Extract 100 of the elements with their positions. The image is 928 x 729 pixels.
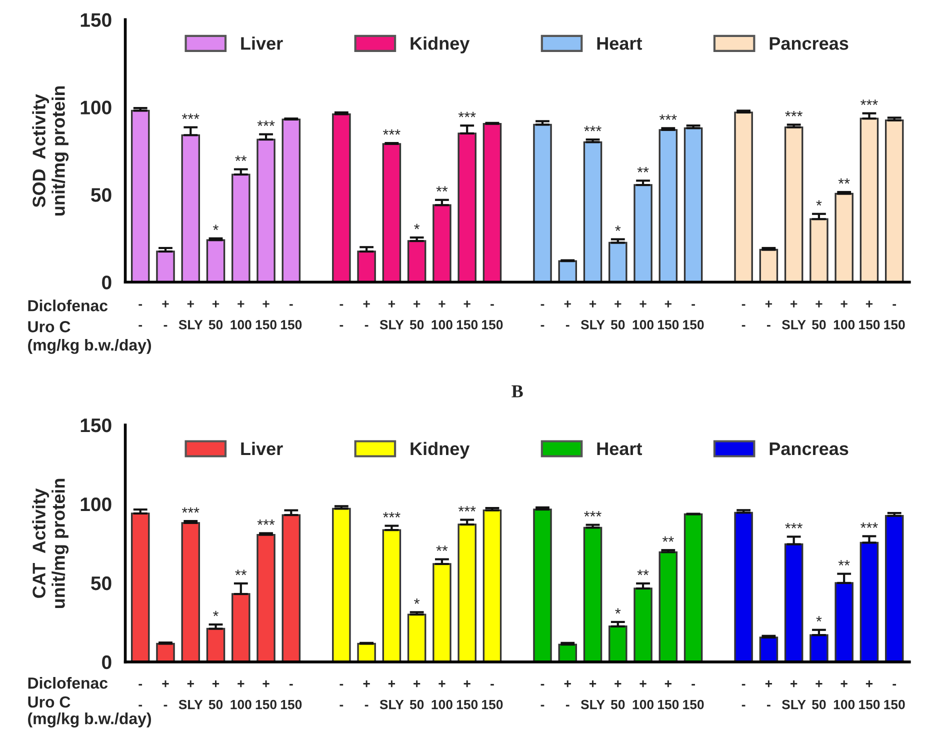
bar [130, 110, 150, 282]
bar [658, 129, 678, 282]
bar [130, 512, 150, 662]
bar [759, 248, 778, 282]
data-label: * [414, 598, 420, 604]
data-label: ** [436, 186, 448, 192]
data-label: * [213, 224, 218, 230]
bar [533, 124, 552, 282]
data-label: ** [436, 546, 448, 551]
legend-label: Liver [241, 442, 283, 456]
bar [357, 250, 376, 282]
y-tick-label: 50 [91, 188, 112, 202]
bar [156, 250, 175, 282]
y-tick-label: 0 [102, 276, 112, 290]
y-tick-label: 50 [91, 576, 112, 590]
bar [432, 563, 452, 662]
data-label: *** [785, 522, 803, 528]
bar [884, 119, 904, 282]
data-label: *** [383, 129, 400, 135]
bar [232, 593, 250, 662]
data-label: ** [838, 178, 850, 184]
bar [583, 141, 602, 282]
x-tick-label: - 150 [884, 304, 905, 330]
x-tick-label: + 100 [432, 680, 452, 710]
bar [332, 508, 351, 662]
x-tick-label: - 150 [683, 304, 704, 330]
legend-label: Kidney [410, 36, 470, 54]
bar [382, 529, 402, 662]
legend-label: Liver [241, 36, 283, 50]
legend-label: Pancreas [770, 37, 848, 50]
x-tick-label: + SLY [178, 680, 203, 710]
x-tick-label: + 150 [859, 300, 880, 330]
data-label: *** [458, 506, 476, 512]
bar [860, 118, 879, 282]
x-tick-label: + 50 [812, 680, 826, 710]
category-label: + - [363, 300, 370, 327]
text: (mg/kg b.w./day) [28, 712, 151, 728]
x-tick-label: + SLY [782, 300, 806, 330]
bar [407, 240, 426, 282]
x-tick-label: - 150 [482, 304, 503, 330]
bar [432, 204, 452, 282]
data-label: *** [860, 100, 878, 105]
bar [382, 143, 402, 282]
legend-label: Heart [597, 37, 642, 50]
category-label: - - [742, 684, 746, 706]
x-tick-label: + 150 [859, 680, 880, 710]
data-label: *** [182, 114, 200, 119]
data-label: *** [584, 511, 602, 517]
data-label: *** [383, 512, 400, 518]
x-tick-label: + 150 [456, 300, 478, 330]
data-label: * [816, 616, 822, 622]
bar [810, 218, 828, 282]
category-label: - - [742, 304, 746, 327]
bar [634, 184, 652, 282]
bar [784, 543, 804, 662]
x-tick-label: + SLY [580, 680, 605, 710]
bar [232, 174, 250, 282]
category-label: + - [363, 680, 370, 706]
x-tick-label: + 100 [432, 300, 452, 330]
text: Diclofenac [28, 676, 108, 689]
bar [608, 242, 628, 282]
x-tick-label: + 100 [230, 680, 252, 710]
data-label: *** [257, 520, 275, 525]
bar [156, 642, 175, 662]
data-label: ** [838, 560, 850, 566]
bar [634, 588, 652, 662]
bar [608, 626, 628, 662]
y-tick-label: 0 [102, 655, 112, 670]
x-tick-label: + 100 [632, 680, 654, 710]
bar [332, 113, 351, 282]
bar [206, 239, 226, 282]
data-label: *** [659, 114, 677, 120]
category-label: + - [162, 680, 169, 706]
category-label: + - [162, 300, 169, 327]
data-label: ** [637, 570, 649, 576]
bar [558, 644, 578, 662]
y-axis-title: CAT Activity unit/mg protein [32, 478, 69, 608]
bar [357, 642, 376, 662]
text: (mg/kg b.w./day) [28, 338, 151, 354]
x-tick-label: + 100 [632, 300, 654, 330]
x-tick-label: - 150 [280, 304, 302, 330]
bar [834, 582, 854, 662]
x-tick-label: + 50 [610, 680, 625, 710]
data-label: * [414, 224, 420, 230]
category-label: - - [138, 304, 142, 327]
legend-label: Heart [597, 442, 642, 456]
legend-label: Pancreas [770, 442, 848, 456]
data-label: *** [584, 126, 602, 132]
legend-label: Kidney [410, 442, 470, 459]
bar [558, 260, 578, 282]
category-label: + - [564, 680, 571, 706]
x-tick-label: - 150 [280, 684, 302, 710]
x-tick-label: + SLY [782, 680, 806, 710]
x-tick-label: + 150 [256, 300, 276, 330]
x-tick-label: + 150 [658, 300, 679, 330]
x-tick-label: + SLY [178, 300, 203, 330]
bar [860, 542, 879, 662]
x-tick-label: + 100 [834, 680, 855, 710]
x-tick-label: + 50 [208, 300, 223, 330]
x-tick-label: + 50 [410, 680, 424, 710]
